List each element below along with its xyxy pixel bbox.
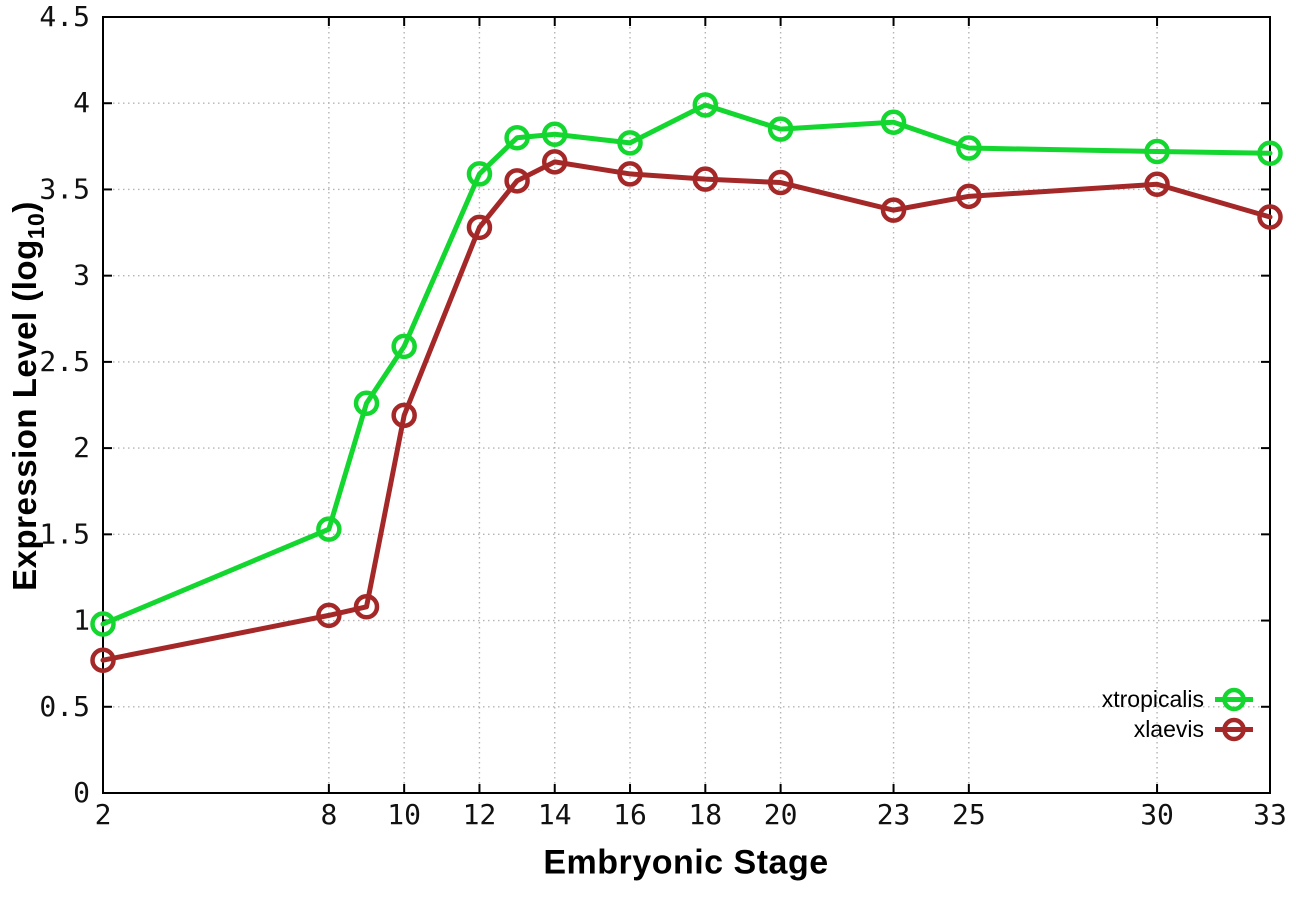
data-point-marker xyxy=(391,402,417,429)
data-point-marker xyxy=(466,161,493,187)
data-point-marker xyxy=(956,135,982,161)
y-tick-label: 3 xyxy=(73,259,90,292)
data-point-marker xyxy=(956,183,982,210)
series-marker-sample-icon xyxy=(1215,687,1253,712)
data-point-marker xyxy=(466,214,493,241)
y-axis-title: Expression Level (log10) xyxy=(6,201,50,591)
series-line-xlaevis xyxy=(100,159,1273,663)
legend: xtropicalis xlaevis xyxy=(1102,686,1254,743)
data-point-marker xyxy=(316,516,342,542)
data-point-marker xyxy=(1257,140,1283,166)
series-marker-sample-icon xyxy=(1215,717,1253,742)
y-tick-label: 1 xyxy=(73,604,90,637)
data-point-marker xyxy=(90,611,116,637)
data-point-marker xyxy=(617,161,643,187)
y-tick-label: 0 xyxy=(73,776,90,809)
data-point-marker xyxy=(1257,204,1283,230)
x-tick-label: 12 xyxy=(463,798,497,831)
x-tick-label: 30 xyxy=(1140,798,1174,831)
series-line-xtropicalis xyxy=(100,102,1273,627)
y-tick-label: 2.5 xyxy=(39,345,90,378)
legend-label: xtropicalis xyxy=(1101,686,1204,712)
y-axis-title-suffix: ) xyxy=(6,201,44,213)
data-point-marker xyxy=(353,594,380,620)
x-tick-label: 2 xyxy=(95,798,112,831)
data-point-marker xyxy=(767,169,794,196)
x-axis-title: Embryonic Stage xyxy=(543,843,829,882)
legend-item-xlaevis: xlaevis xyxy=(1134,716,1254,743)
y-axis-title-text: Expression Level (log xyxy=(6,239,44,591)
y-tick-label: 0.5 xyxy=(39,690,90,723)
y-tick-label: 4.5 xyxy=(39,0,90,33)
x-tick-label: 23 xyxy=(877,798,911,831)
data-point-marker xyxy=(880,109,907,135)
data-point-marker xyxy=(767,116,794,142)
x-tick-label: 14 xyxy=(538,798,572,831)
data-point-marker xyxy=(692,166,719,192)
data-point-marker xyxy=(391,333,417,360)
y-tick-label: 2 xyxy=(73,431,90,464)
data-point-marker xyxy=(692,92,719,118)
data-point-marker xyxy=(1144,138,1170,165)
data-point-marker xyxy=(316,602,342,629)
data-point-marker xyxy=(880,197,907,223)
x-tick-label: 20 xyxy=(764,798,798,831)
x-tick-label: 25 xyxy=(952,798,986,831)
y-axis-title-subscript: 10 xyxy=(22,212,49,240)
data-point-marker xyxy=(617,130,643,156)
legend-item-xtropicalis: xtropicalis xyxy=(1102,686,1254,713)
y-tick-label: 1.5 xyxy=(39,517,90,550)
x-tick-label: 18 xyxy=(688,798,722,831)
data-point-marker xyxy=(504,168,530,194)
y-tick-label: 3.5 xyxy=(39,172,90,205)
data-point-marker xyxy=(90,647,116,673)
data-point-marker xyxy=(541,121,568,148)
y-tick-label: 4 xyxy=(73,86,90,119)
data-point-marker xyxy=(541,149,568,175)
legend-label: xlaevis xyxy=(1133,716,1204,742)
data-point-marker xyxy=(353,390,380,417)
x-tick-label: 8 xyxy=(320,798,337,831)
x-tick-label: 16 xyxy=(613,798,647,831)
x-tick-label: 33 xyxy=(1253,798,1287,831)
data-point-marker xyxy=(1144,171,1170,198)
data-point-marker xyxy=(504,124,530,151)
x-tick-label: 10 xyxy=(387,798,421,831)
